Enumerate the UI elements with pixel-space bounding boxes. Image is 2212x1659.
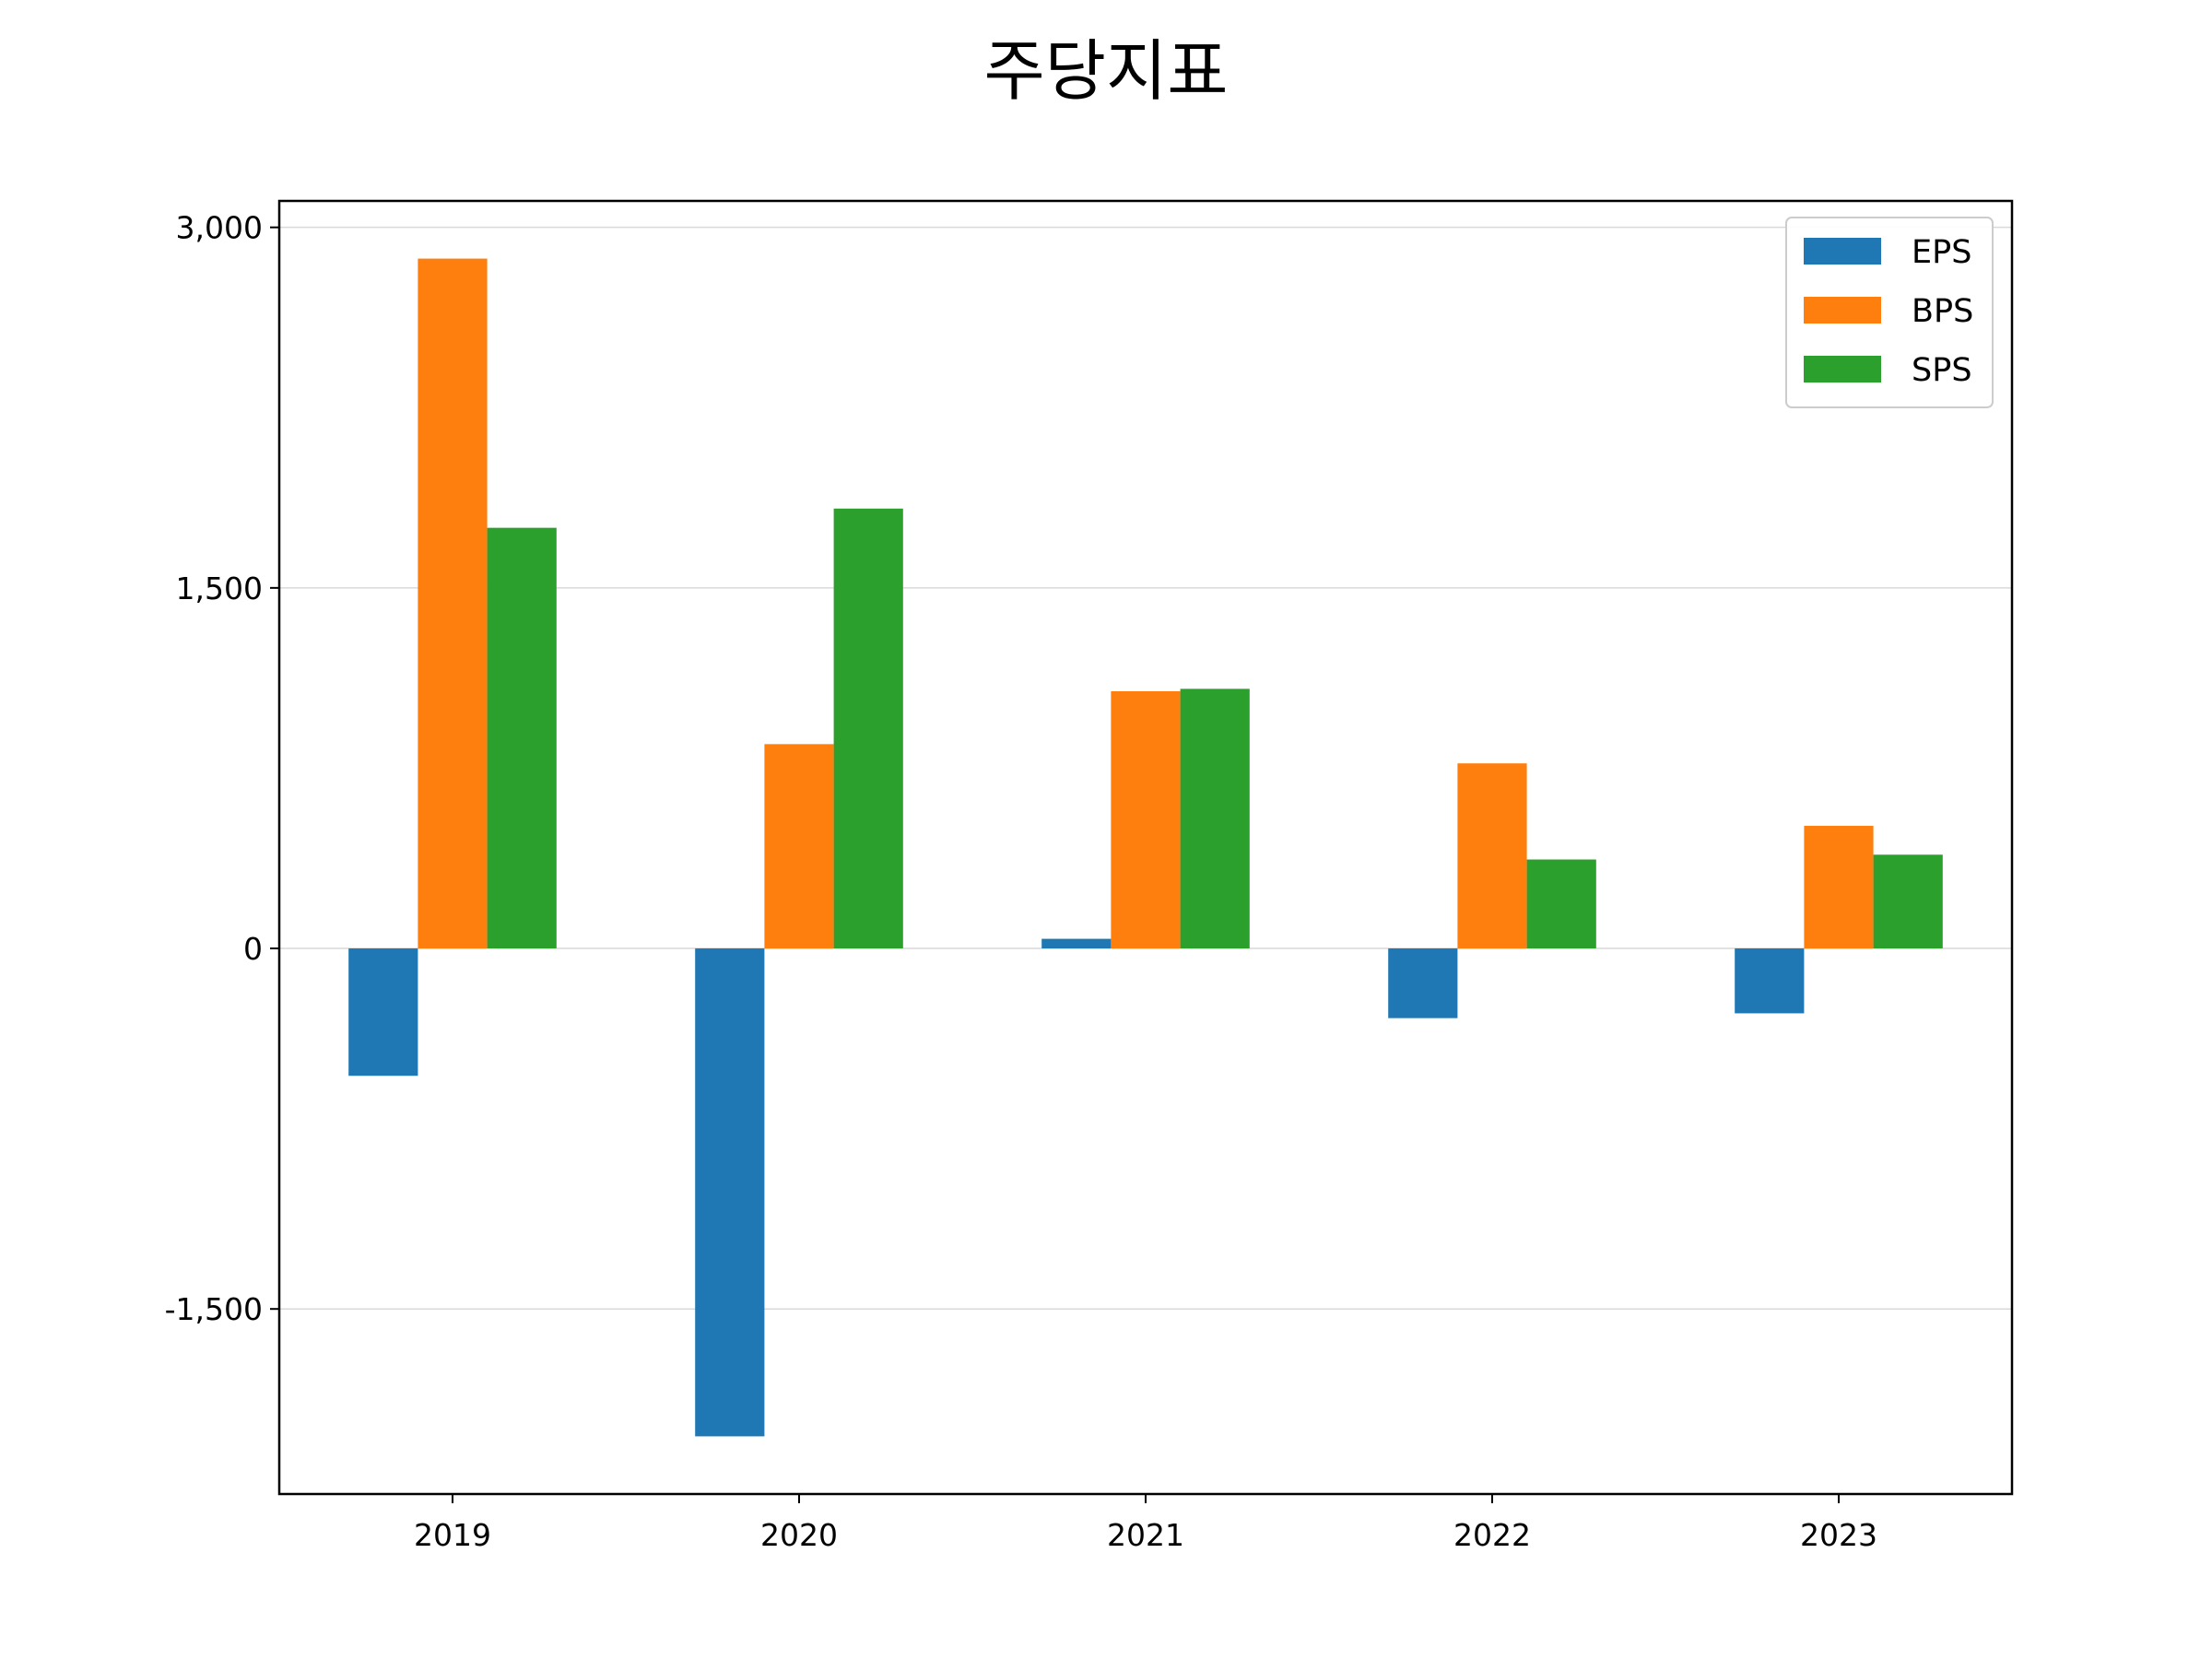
bars (348, 258, 1943, 1437)
x-tick-label: 2021 (1107, 1517, 1184, 1553)
bar-sps-2021 (1180, 688, 1250, 949)
legend-label-bps: BPS (1912, 293, 1973, 330)
bar-eps-2021 (1041, 938, 1112, 949)
chart-title: 주당지표 (983, 32, 1229, 110)
bar-bps-2022 (1457, 763, 1527, 949)
bar-bps-2020 (764, 744, 834, 949)
legend-swatch-bps (1804, 297, 1881, 324)
y-tick-label: -1,500 (165, 1291, 263, 1327)
axes: -1,500 0 1,500 3,000 2019 2020 2021 2022 2023 (165, 210, 1877, 1553)
legend-swatch-sps (1804, 356, 1881, 382)
bar-bps-2021 (1111, 690, 1181, 949)
bar-eps-2019 (348, 948, 418, 1077)
bar-sps-2023 (1873, 854, 1943, 949)
bar-eps-2022 (1388, 948, 1458, 1018)
legend-swatch-eps (1804, 238, 1881, 265)
x-tick-label: 2020 (760, 1517, 838, 1553)
bar-bps-2019 (418, 258, 488, 949)
y-tick-label: 0 (243, 931, 263, 967)
y-tick-label: 1,500 (176, 571, 263, 606)
bar-eps-2020 (695, 948, 765, 1437)
bar-sps-2020 (833, 508, 903, 949)
legend[interactable]: EPS BPS SPS (1785, 217, 1994, 408)
x-tick-label: 2022 (1453, 1517, 1531, 1553)
bar-sps-2019 (487, 527, 557, 949)
bar-eps-2023 (1735, 948, 1805, 1014)
legend-label-sps: SPS (1912, 352, 1972, 389)
y-tick-label: 3,000 (176, 210, 263, 246)
x-tick-label: 2019 (414, 1517, 491, 1553)
bar-sps-2022 (1526, 859, 1596, 949)
bar-bps-2023 (1804, 826, 1874, 949)
legend-label-eps: EPS (1912, 234, 1971, 271)
x-tick-label: 2023 (1800, 1517, 1877, 1553)
